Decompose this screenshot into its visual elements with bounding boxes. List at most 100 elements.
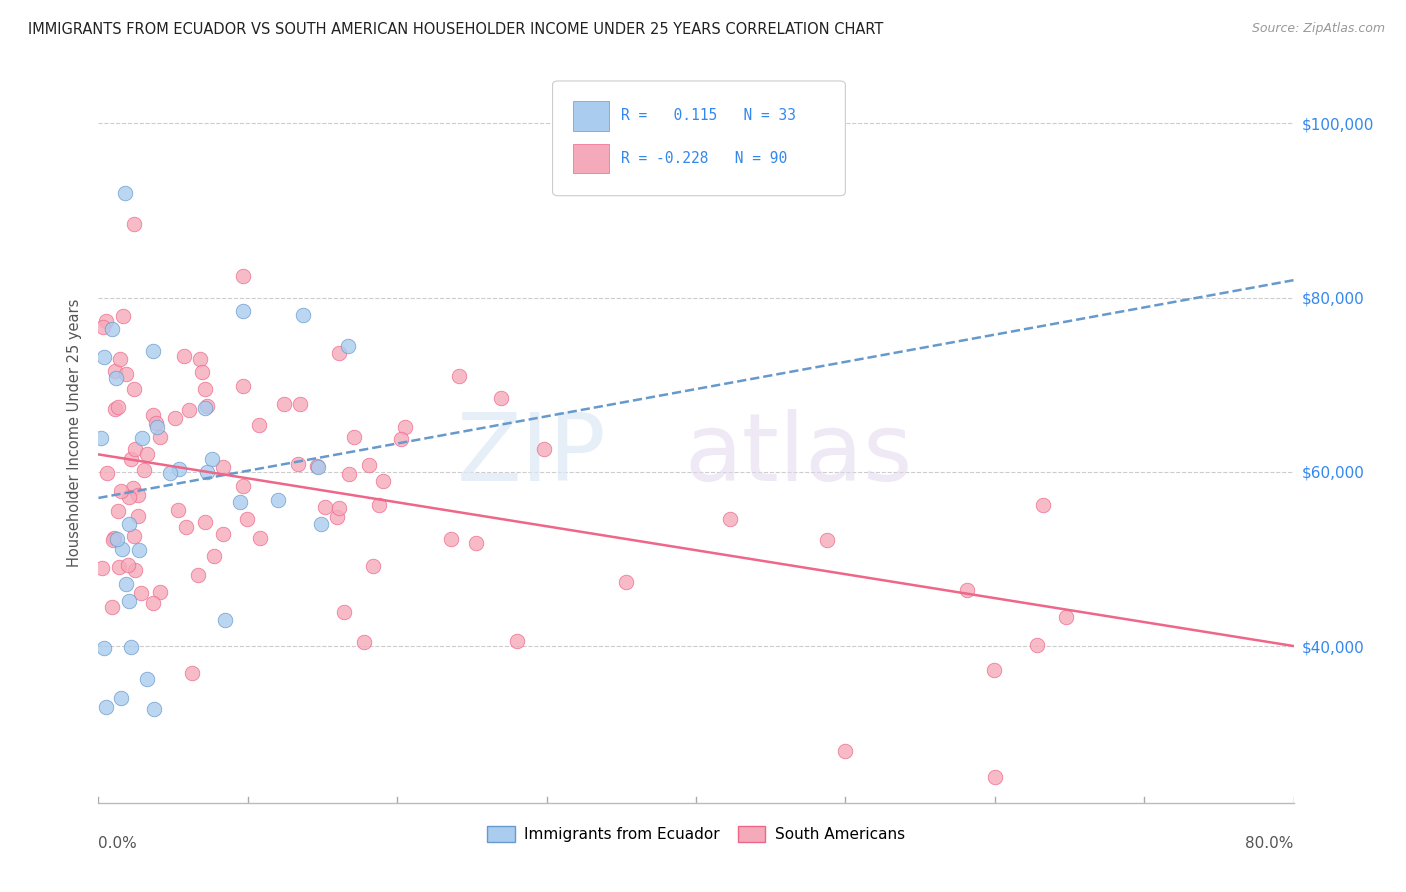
Point [464,536,486,550]
Point [343,430,366,444]
Text: ZIP: ZIP [457,409,606,500]
Point [96,466,118,480]
Point [201,451,224,466]
Point [314,500,336,514]
Point [127,508,149,523]
Point [122,481,145,495]
Point [309,516,332,531]
Point [103,532,125,546]
Point [1032,498,1054,512]
Point [117,558,139,572]
Text: atlas: atlas [685,409,912,500]
Point [956,583,979,598]
Point [336,339,359,353]
Bar [572,101,609,130]
Point [105,532,128,546]
Point [328,501,350,516]
Point [96,314,118,328]
Point [104,363,127,377]
Point [166,502,188,516]
Point [146,419,169,434]
Point [440,533,463,547]
Y-axis label: Householder Income Under 25 years: Householder Income Under 25 years [67,299,83,566]
Point [288,397,311,411]
Point [174,519,197,533]
Text: R =   0.115   N = 33: R = 0.115 N = 33 [620,108,796,123]
Point [124,442,146,456]
Point [108,352,131,367]
Point [159,466,181,480]
Point [129,586,152,600]
Point [287,457,309,471]
Point [214,613,236,627]
Point [195,465,218,479]
Point [111,310,134,324]
Point [373,474,395,488]
Point [212,527,235,541]
Point [273,396,295,410]
Point [132,463,155,477]
Point [307,459,329,474]
Point [361,558,384,573]
Point [718,512,741,526]
Point [145,416,167,430]
Point [127,488,149,502]
Text: Source: ZipAtlas.com: Source: ZipAtlas.com [1251,22,1385,36]
Point [267,492,290,507]
Point [110,483,132,498]
Point [131,431,153,445]
Point [326,509,349,524]
Point [94,700,117,714]
Point [834,743,856,757]
Point [489,391,512,405]
Point [124,217,146,231]
Point [328,346,350,360]
Point [90,431,112,445]
Point [1025,639,1047,653]
Point [107,504,129,518]
Text: 0.0%: 0.0% [98,836,138,851]
Point [228,495,250,509]
Point [167,462,190,476]
Bar [572,144,609,173]
Point [93,350,115,364]
Point [120,452,142,467]
Point [135,672,157,686]
Point [292,308,315,322]
Point [93,640,115,655]
Point [983,664,1005,678]
FancyBboxPatch shape [553,81,845,195]
Point [202,549,225,563]
Text: R = -0.228   N = 90: R = -0.228 N = 90 [620,151,787,166]
Point [337,467,360,481]
Point [142,408,165,422]
Point [232,479,254,493]
Point [108,560,131,574]
Point [533,442,555,457]
Point [124,563,146,577]
Point [449,368,471,383]
Point [188,351,211,366]
Point [232,269,254,284]
Point [187,568,209,582]
Point [91,320,114,334]
Point [247,417,270,432]
Point [333,605,356,619]
Text: 80.0%: 80.0% [1246,836,1294,851]
Point [110,691,132,706]
Point [181,666,204,681]
Point [236,512,259,526]
Point [115,367,138,381]
Point [194,401,217,416]
Point [367,498,389,512]
Point [195,399,218,413]
Point [128,543,150,558]
Point [394,419,416,434]
Point [104,371,127,385]
Point [114,186,136,200]
Point [101,322,124,336]
Point [359,458,381,472]
Point [506,634,529,648]
Point [307,458,329,473]
Point [118,594,141,608]
